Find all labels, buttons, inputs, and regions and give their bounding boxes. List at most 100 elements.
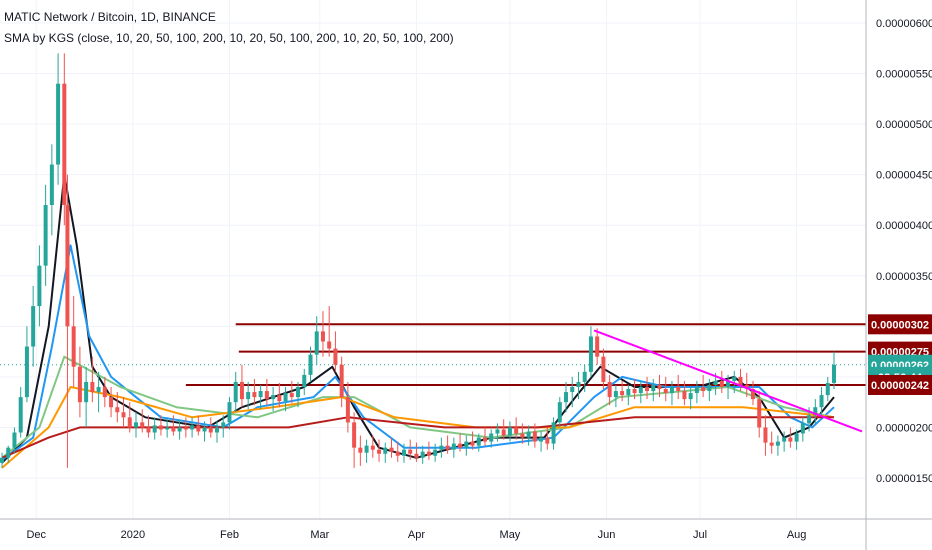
y-tick-label: 0.00000500 [876, 119, 932, 131]
x-tick-label: Feb [220, 529, 239, 541]
candle-body [426, 451, 431, 456]
x-tick-label: May [500, 529, 521, 541]
candle-body [545, 437, 550, 444]
candle-body [289, 393, 294, 398]
candle-body [557, 402, 562, 423]
candle-body [37, 265, 42, 307]
candle-body [252, 392, 257, 398]
candle-body [121, 412, 126, 418]
y-tick-labels: 0.00000600 0.00000550 0.00000500 0.00000450… [876, 18, 932, 485]
candle-body [620, 391, 625, 396]
candle-body [140, 422, 145, 428]
indicator-legend: SMA by KGS (close, 10, 20, 50, 100, 200,… [4, 31, 454, 45]
candle-body [451, 443, 456, 450]
candle-body [202, 427, 207, 432]
x-tick-label: Jun [598, 529, 616, 541]
candle-body [551, 422, 556, 444]
candle-body [49, 164, 54, 205]
candle-body [239, 381, 244, 400]
candle-body [77, 366, 82, 403]
x-tick-labels: Dec 2020 Feb Mar Apr May Jun Jul Aug [26, 529, 806, 541]
x-tick-label: Aug [787, 529, 807, 541]
candle-body [233, 381, 238, 403]
candle-body [127, 417, 132, 428]
candle-body [788, 437, 793, 442]
candle-body [632, 389, 637, 394]
candle-body [726, 380, 731, 387]
candle-body [825, 382, 830, 396]
candle-body [539, 437, 544, 442]
price-label-box [868, 314, 932, 335]
candle-body [345, 397, 350, 423]
candle-body [152, 425, 157, 433]
candle-body [601, 356, 606, 382]
trend-line[interactable] [593, 329, 863, 433]
candle-body [339, 364, 344, 398]
x-tick-label: Mar [310, 529, 329, 541]
moving-average-line [1, 244, 835, 461]
candle-body [62, 83, 67, 205]
candle-body [607, 381, 612, 398]
candle-body [96, 387, 101, 393]
candles [0, 53, 836, 468]
candle-body [476, 437, 481, 446]
candle-body [738, 376, 743, 385]
candle-body [227, 402, 232, 423]
candle-body [819, 395, 824, 408]
candle-body [701, 387, 706, 392]
candle-body [408, 449, 413, 454]
candle-body [832, 364, 836, 383]
y-tick-label: 0.00000550 [876, 69, 932, 81]
candle-body [43, 205, 48, 266]
candle-body [769, 442, 774, 446]
candle-body [638, 387, 643, 394]
candle-body [258, 391, 263, 398]
candle-body [146, 427, 151, 433]
candle-body [588, 336, 593, 372]
candle-body [663, 389, 668, 394]
candle-body [420, 451, 425, 458]
candle-body [489, 433, 494, 442]
candle-body [71, 326, 76, 367]
candle-body [395, 451, 400, 456]
candle-body [532, 431, 537, 442]
candle-body [0, 457, 4, 463]
y-tick-label: 0.00000400 [876, 220, 932, 232]
candle-body [24, 346, 29, 398]
candle-body [495, 429, 500, 434]
x-tick-label: 2020 [121, 529, 145, 541]
price-label-text: 0.00000302 [871, 319, 929, 331]
candle-body [713, 380, 718, 385]
candle-body [582, 371, 587, 382]
candle-body [158, 425, 163, 430]
y-tick-label: 0.00000450 [876, 170, 932, 182]
candle-body [264, 391, 269, 400]
candle-body [570, 387, 575, 393]
candle-body [56, 83, 61, 165]
candle-body [595, 336, 600, 357]
candle-body [277, 395, 282, 402]
candle-body [564, 392, 569, 403]
trend-line-segment [593, 329, 863, 433]
candle-body [514, 427, 519, 434]
candle-body [358, 447, 363, 453]
candle-body [651, 384, 656, 392]
candle-body [6, 447, 11, 458]
candle-body [813, 407, 818, 416]
candle-body [183, 427, 188, 430]
candle-body [115, 407, 120, 413]
horizontal-levels [0, 323, 866, 386]
candle-body [757, 399, 762, 428]
candle-body [196, 425, 201, 432]
candle-body [507, 427, 512, 436]
candle-body [90, 381, 95, 393]
price-label-box [868, 374, 932, 395]
candle-body [271, 395, 276, 400]
candle-body [246, 392, 251, 400]
candle-body [526, 431, 531, 438]
candle-body [794, 433, 799, 442]
candle-body [657, 384, 662, 390]
candle-body [333, 348, 338, 365]
